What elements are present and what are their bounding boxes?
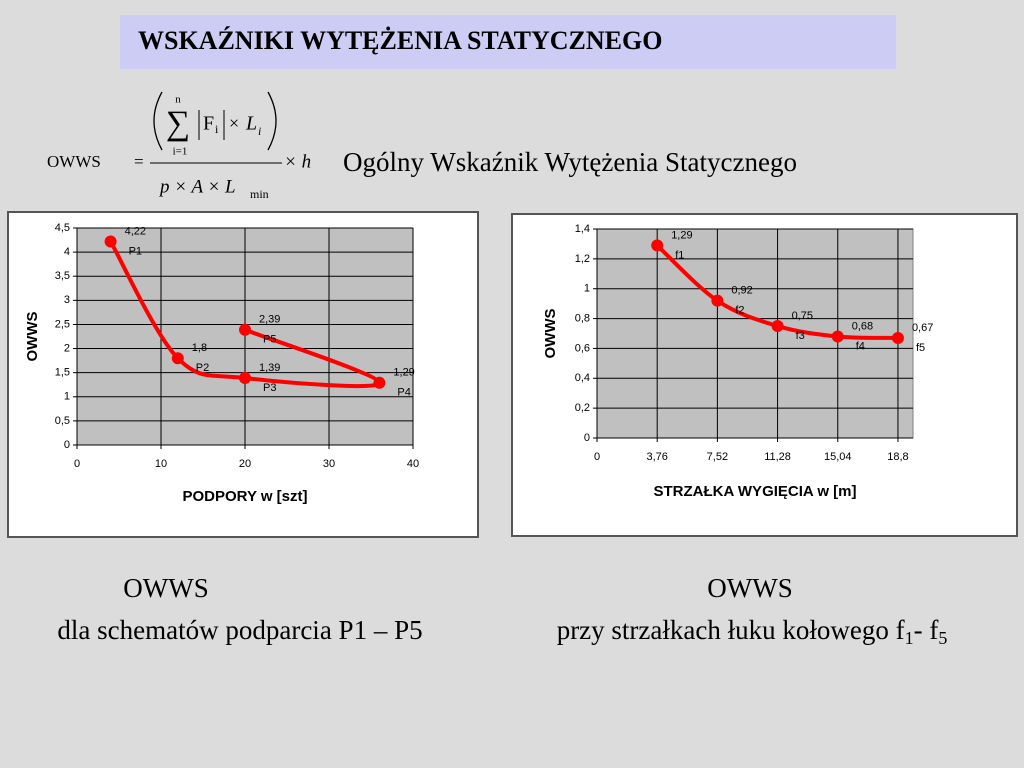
- value-label: 0,92: [731, 285, 752, 297]
- caption-sub: 1: [905, 628, 914, 648]
- sum-upper: n: [175, 94, 181, 106]
- value-label: 1,29: [671, 229, 692, 241]
- point-label: f4: [856, 340, 865, 352]
- denominator-index: min: [250, 187, 269, 201]
- y-tick-label: 0,5: [55, 415, 70, 427]
- data-point: [711, 294, 724, 307]
- data-point: [171, 352, 184, 365]
- x-tick-label: 10: [155, 458, 167, 470]
- y-tick-label: 1,2: [575, 253, 590, 265]
- data-point: [373, 376, 386, 389]
- y-tick-label: 2,5: [55, 318, 70, 330]
- caption-text: przy strzałkach łuku kołowego f1- f5: [557, 615, 948, 648]
- y-tick-label: 3,5: [55, 270, 70, 282]
- caption-main: przy strzałkach łuku kołowego f: [557, 615, 905, 645]
- y-tick-label: 4: [64, 246, 70, 258]
- chart: 0 0,2 0,4 0,6 0,8 1 1,2 1,4 0 3,76 7,52 11,28 15,04 1…: [511, 213, 1018, 537]
- value-label: 1,39: [259, 362, 280, 374]
- force: F: [203, 113, 214, 135]
- data-point: [771, 320, 784, 333]
- data-point: [651, 239, 664, 252]
- caption-middle: - f: [914, 615, 939, 645]
- data-point: [104, 235, 117, 248]
- x-tick-label: 7,52: [707, 451, 728, 463]
- y-tick-label: 0,6: [575, 342, 590, 354]
- x-tick-label: 15,04: [824, 451, 852, 463]
- force-index: i: [215, 122, 219, 136]
- x-tick-label: 3,76: [646, 451, 667, 463]
- y-axis-label: OWWS: [542, 309, 559, 359]
- value-label: 1,8: [192, 342, 207, 354]
- point-label: P2: [196, 362, 209, 374]
- caption-text: dla schematów podparcia P1 – P5: [57, 615, 422, 645]
- slide-title: WSKAŹNIKI WYTĘŻENIA STATYCZNEGO: [138, 26, 662, 55]
- x-tick-label: 30: [323, 458, 335, 470]
- y-tick-label: 1: [584, 283, 590, 295]
- value-label: 4,22: [125, 225, 146, 237]
- data-line: [108, 240, 382, 389]
- value-label: 0,68: [852, 320, 873, 332]
- value-label: 0,67: [912, 322, 933, 334]
- paren-right: [267, 91, 277, 151]
- formula-lhs: OWWS: [47, 152, 101, 171]
- y-tick-label: 4,5: [55, 222, 70, 234]
- y-tick-label: 0,2: [575, 402, 590, 414]
- data-point: [239, 323, 251, 336]
- y-tick-label: 0,8: [575, 312, 590, 324]
- y-axis-label: OWWS: [24, 312, 41, 362]
- times: ×: [229, 113, 239, 133]
- sum-lower: i=1: [173, 146, 188, 158]
- paren-left: [153, 91, 163, 151]
- chart: 0 0,5 1 1,5 2 2,5 3 3,5 4 4,5 0 10 20 30 40 PODPORY w […: [7, 211, 479, 538]
- y-tick-label: 0,4: [575, 372, 590, 384]
- x-axis-label: STRZAŁKA WYGIĘCIA w [m]: [653, 483, 856, 500]
- y-tick-label: 3: [64, 294, 70, 306]
- length: L: [245, 113, 257, 135]
- caption-sub: 5: [938, 628, 947, 648]
- length-index: i: [258, 124, 261, 138]
- x-tick-label: 11,28: [764, 451, 791, 463]
- y-tick-label: 1,5: [55, 367, 70, 379]
- point-label: P5: [263, 334, 276, 346]
- x-tick-label: 0: [594, 451, 600, 463]
- data-point: [891, 331, 904, 344]
- sum-sign: ∑: [166, 105, 190, 142]
- y-tick-label: 2: [64, 342, 70, 354]
- x-tick-label: 20: [239, 458, 251, 470]
- y-tick-label: 1: [64, 391, 70, 403]
- x-tick-label: 40: [407, 458, 419, 470]
- x-tick-label: 0: [74, 458, 80, 470]
- y-tick-label: 1,4: [575, 223, 590, 235]
- x-tick-label: 18,8: [887, 451, 908, 463]
- caption-title: OWWS: [123, 573, 208, 603]
- point-label: f1: [675, 249, 684, 261]
- data-point: [239, 371, 251, 384]
- factor: × h: [284, 151, 311, 172]
- point-label: P1: [129, 245, 142, 257]
- point-label: f5: [916, 342, 925, 354]
- value-label: 0,75: [792, 310, 813, 322]
- subtitle: Ogólny Wskaźnik Wytężenia Statycznego: [343, 147, 797, 177]
- point-label: P3: [263, 382, 276, 394]
- caption-title: OWWS: [707, 573, 792, 603]
- y-tick-label: 0: [64, 439, 70, 451]
- formula: OWWS = n ∑ i=1 F i × L i p × A × L min ×…: [47, 91, 311, 201]
- title-box: [120, 15, 896, 69]
- plot-area: [596, 228, 914, 439]
- value-label: 2,39: [259, 314, 280, 326]
- point-label: f2: [735, 305, 744, 317]
- y-tick-label: 0: [584, 432, 590, 444]
- point-label: P4: [397, 387, 410, 399]
- data-point: [831, 330, 844, 343]
- point-label: f3: [796, 330, 805, 342]
- formula-equals: =: [134, 152, 144, 171]
- x-axis-label: PODPORY w [szt]: [182, 488, 307, 505]
- denominator: p × A × L: [158, 176, 236, 197]
- value-label: 1,29: [393, 367, 414, 379]
